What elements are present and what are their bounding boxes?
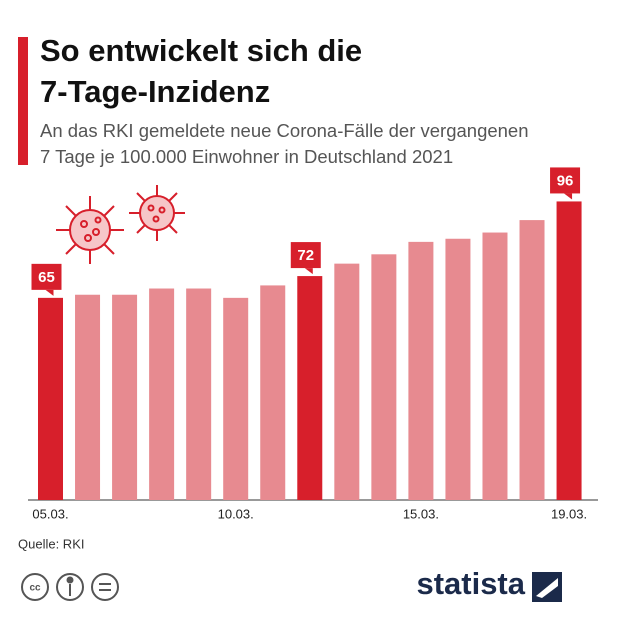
license-icons: cc [21,573,119,601]
chart-subtitle: 7 Tage je 100.000 Einwohner in Deutschla… [40,146,453,167]
bar [75,294,101,500]
value-label-pointer [45,289,54,296]
x-tick-label: 10.03. [218,506,254,521]
brand-logo [532,572,562,602]
value-label: 96 [557,172,574,189]
source: Quelle: RKI [18,536,84,551]
bar [260,285,286,500]
bar [482,232,508,501]
bar [334,263,360,500]
value-label-box [550,167,581,194]
x-tick-label: 19.03. [551,506,587,521]
value-label: 65 [38,269,55,286]
chart-title: 7-Tage-Inzidenz [40,74,270,109]
bar [371,254,397,500]
accent-bar [18,37,28,165]
bar [186,288,212,500]
virus-illustration [56,185,185,264]
bar [556,201,582,500]
value-label-pointer [304,268,313,275]
x-tick-label: 05.03. [32,506,68,521]
svg-text:cc: cc [29,583,41,594]
chart-subtitle: An das RKI gemeldete neue Corona-Fälle d… [40,120,529,141]
bar [519,220,545,500]
bar [297,276,323,500]
bar [38,297,63,500]
value-label: 72 [297,247,314,264]
bar [112,294,138,500]
bar [445,238,471,500]
value-label-box [31,263,62,290]
brand: statista [416,566,525,601]
bar [149,288,175,500]
value-label-box [290,242,321,269]
bar [223,297,249,500]
value-label-pointer [564,193,573,200]
bar [408,241,434,500]
x-tick-label: 15.03. [403,506,439,521]
chart-title: So entwickelt sich die [40,33,362,68]
